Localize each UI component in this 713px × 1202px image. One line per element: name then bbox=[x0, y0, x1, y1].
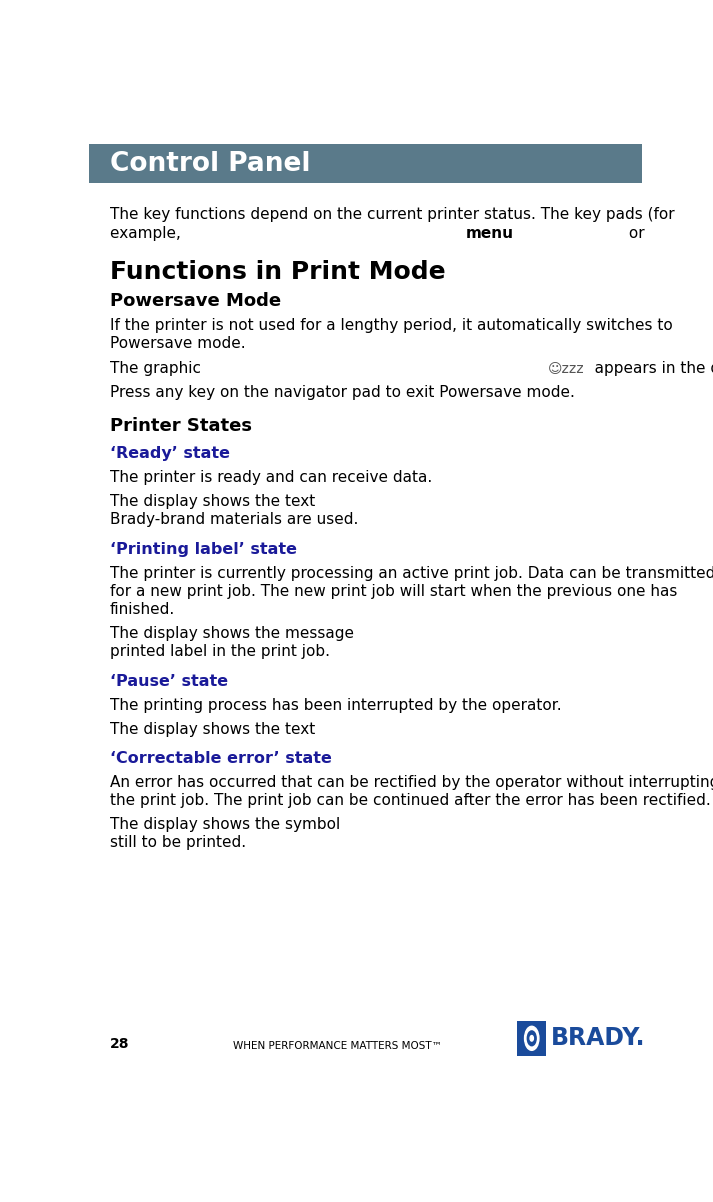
Circle shape bbox=[530, 1036, 533, 1041]
Text: printed label in the print job.: printed label in the print job. bbox=[110, 644, 330, 660]
Text: finished.: finished. bbox=[110, 602, 175, 617]
Text: If the printer is not used for a lengthy period, it automatically switches to: If the printer is not used for a lengthy… bbox=[110, 317, 673, 333]
Text: for a new print job. The new print job will start when the previous one has: for a new print job. The new print job w… bbox=[110, 584, 677, 599]
Text: menu: menu bbox=[466, 226, 513, 240]
Text: ‘Ready’ state: ‘Ready’ state bbox=[110, 446, 230, 462]
Text: Control Panel: Control Panel bbox=[110, 150, 311, 177]
FancyBboxPatch shape bbox=[518, 1020, 546, 1055]
Text: ☺ᴢᴢᴢ: ☺ᴢᴢᴢ bbox=[548, 362, 584, 375]
Text: WHEN PERFORMANCE MATTERS MOST™: WHEN PERFORMANCE MATTERS MOST™ bbox=[233, 1041, 442, 1052]
Circle shape bbox=[525, 1027, 539, 1051]
Text: ‘Pause’ state: ‘Pause’ state bbox=[110, 674, 228, 689]
Circle shape bbox=[528, 1031, 536, 1046]
Text: The display shows the text: The display shows the text bbox=[110, 721, 320, 737]
Text: 28: 28 bbox=[110, 1037, 130, 1052]
Text: still to be printed.: still to be printed. bbox=[110, 835, 246, 851]
Text: the print job. The print job can be continued after the error has been rectified: the print job. The print job can be cont… bbox=[110, 793, 711, 808]
Text: The display shows the message: The display shows the message bbox=[110, 626, 359, 641]
Text: or: or bbox=[624, 226, 650, 240]
Text: Powersave mode.: Powersave mode. bbox=[110, 335, 246, 351]
Text: ‘Printing label’ state: ‘Printing label’ state bbox=[110, 542, 297, 557]
Text: Powersave Mode: Powersave Mode bbox=[110, 292, 281, 310]
Text: example,: example, bbox=[110, 226, 186, 240]
Text: Functions in Print Mode: Functions in Print Mode bbox=[110, 261, 446, 285]
Text: The printer is currently processing an active print job. Data can be transmitted: The printer is currently processing an a… bbox=[110, 566, 713, 581]
Text: appears in the display, and key lighting is switched off.: appears in the display, and key lighting… bbox=[580, 361, 713, 376]
Text: The printing process has been interrupted by the operator.: The printing process has been interrupte… bbox=[110, 697, 562, 713]
Text: An error has occurred that can be rectified by the operator without interrupting: An error has occurred that can be rectif… bbox=[110, 775, 713, 790]
Text: Printer States: Printer States bbox=[110, 417, 252, 435]
Text: The printer is ready and can receive data.: The printer is ready and can receive dat… bbox=[110, 470, 432, 486]
Text: Brady-brand materials are used.: Brady-brand materials are used. bbox=[110, 512, 359, 528]
FancyBboxPatch shape bbox=[89, 144, 642, 183]
Text: Press any key on the navigator pad to exit Powersave mode.: Press any key on the navigator pad to ex… bbox=[110, 385, 575, 399]
Text: The display shows the symbol: The display shows the symbol bbox=[110, 817, 340, 832]
Text: ‘Correctable error’ state: ‘Correctable error’ state bbox=[110, 751, 332, 766]
Text: The key functions depend on the current printer status. The key pads (for: The key functions depend on the current … bbox=[110, 207, 674, 222]
Text: The display shows the text: The display shows the text bbox=[110, 494, 320, 508]
Text: The graphic: The graphic bbox=[110, 361, 201, 376]
Text: BRADY.: BRADY. bbox=[550, 1027, 645, 1051]
